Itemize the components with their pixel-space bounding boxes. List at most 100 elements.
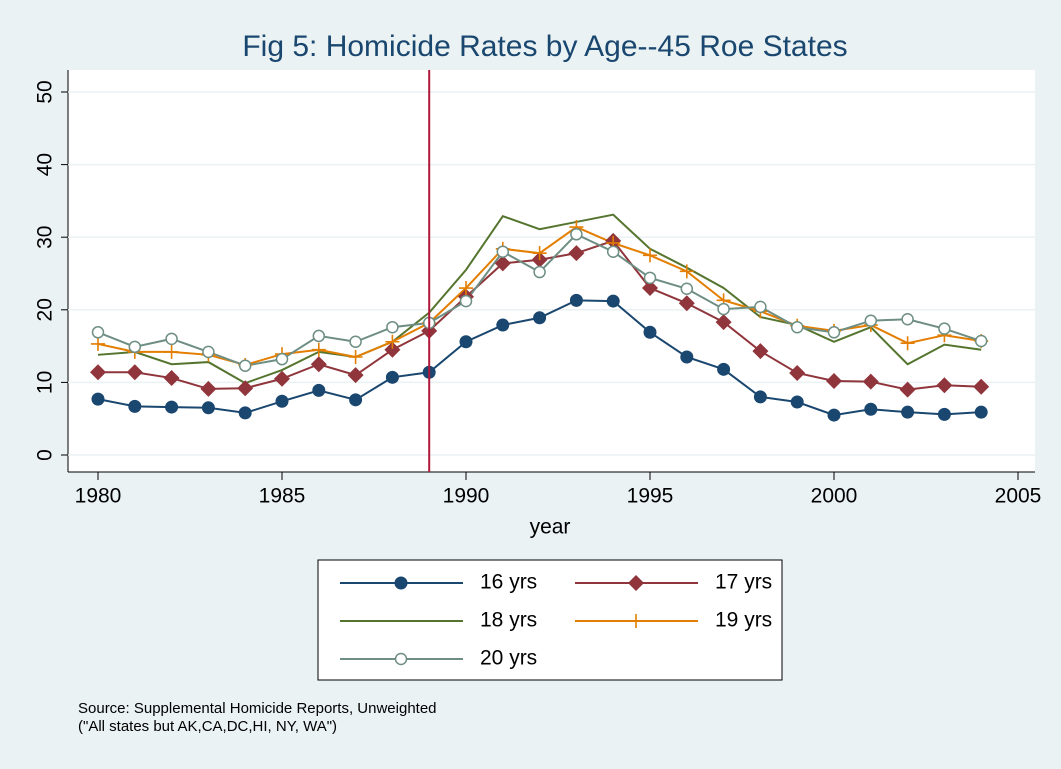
marker	[126, 364, 143, 381]
x-tick-label: 2000	[811, 485, 858, 508]
marker	[629, 614, 643, 628]
marker	[864, 314, 878, 327]
marker	[237, 380, 254, 397]
marker	[864, 402, 878, 416]
marker	[128, 340, 142, 354]
legend-label: 16 yrs	[480, 571, 537, 594]
marker	[312, 329, 326, 343]
y-tick-label: 30	[34, 226, 57, 249]
marker	[606, 294, 620, 308]
marker	[394, 576, 408, 590]
marker	[347, 367, 364, 384]
marker	[753, 390, 767, 404]
x-tick-label: 1985	[259, 485, 306, 508]
y-tick-label: 40	[34, 153, 57, 176]
marker	[570, 228, 583, 241]
legend-label: 17 yrs	[715, 571, 772, 594]
y-tick-label: 20	[34, 298, 57, 321]
marker	[679, 264, 694, 279]
marker	[533, 265, 546, 279]
marker	[128, 399, 142, 413]
y-tick-label: 50	[34, 80, 57, 103]
marker	[974, 405, 988, 419]
marker	[91, 392, 105, 406]
marker	[938, 322, 951, 335]
marker	[532, 246, 547, 261]
marker	[643, 325, 657, 339]
marker	[385, 334, 400, 349]
marker	[494, 255, 511, 272]
marker	[752, 343, 769, 360]
marker	[754, 300, 767, 314]
marker	[715, 314, 732, 331]
marker	[238, 359, 252, 372]
marker	[274, 370, 290, 387]
marker	[496, 318, 510, 332]
marker	[90, 364, 106, 381]
marker	[569, 293, 583, 307]
y-tick-label: 0	[34, 449, 57, 461]
marker	[568, 245, 585, 262]
marker	[900, 336, 915, 351]
marker	[386, 320, 399, 334]
marker	[790, 320, 804, 334]
marker	[974, 334, 988, 348]
marker	[385, 370, 399, 384]
marker	[275, 352, 289, 366]
y-tick-label: 10	[34, 371, 57, 394]
marker	[349, 393, 363, 407]
x-tick-label: 1990	[443, 485, 490, 508]
marker	[310, 356, 327, 373]
marker	[862, 373, 879, 390]
x-axis-label: year	[530, 516, 571, 539]
marker	[394, 652, 408, 666]
marker	[717, 362, 731, 376]
marker	[628, 575, 644, 591]
marker	[717, 302, 730, 316]
marker	[202, 345, 215, 359]
marker	[91, 336, 105, 351]
marker	[973, 378, 990, 395]
marker	[643, 271, 657, 285]
marker	[164, 344, 179, 359]
marker	[680, 350, 694, 364]
x-tick-label: 2005	[995, 485, 1042, 508]
marker	[91, 326, 105, 339]
marker	[275, 394, 289, 408]
marker	[384, 341, 401, 358]
marker	[642, 280, 658, 297]
marker	[790, 395, 804, 409]
marker	[899, 381, 916, 398]
legend-label: 20 yrs	[480, 647, 537, 670]
marker	[238, 406, 252, 420]
marker	[901, 405, 915, 419]
note: Source: Supplemental Homicide Reports, U…	[78, 700, 437, 717]
marker	[789, 364, 806, 381]
marker	[311, 342, 326, 357]
marker	[533, 311, 547, 325]
x-tick-label: 1995	[627, 485, 674, 508]
marker	[901, 312, 914, 326]
marker	[459, 335, 473, 349]
marker	[459, 294, 473, 308]
legend-label: 18 yrs	[480, 609, 537, 632]
marker	[496, 245, 510, 258]
marker	[827, 408, 841, 422]
legend-label: 19 yrs	[715, 609, 772, 632]
marker	[606, 245, 620, 258]
marker	[643, 248, 657, 263]
marker	[201, 401, 215, 415]
marker	[348, 349, 363, 364]
note: ("All states but AK,CA,DC,HI, NY, WA")	[78, 718, 337, 735]
marker	[937, 407, 951, 421]
marker	[826, 372, 842, 389]
marker	[163, 370, 180, 387]
marker	[200, 380, 217, 397]
marker	[165, 400, 179, 414]
marker	[459, 281, 473, 296]
marker	[827, 326, 841, 339]
marker	[349, 335, 362, 348]
marker	[312, 383, 326, 397]
